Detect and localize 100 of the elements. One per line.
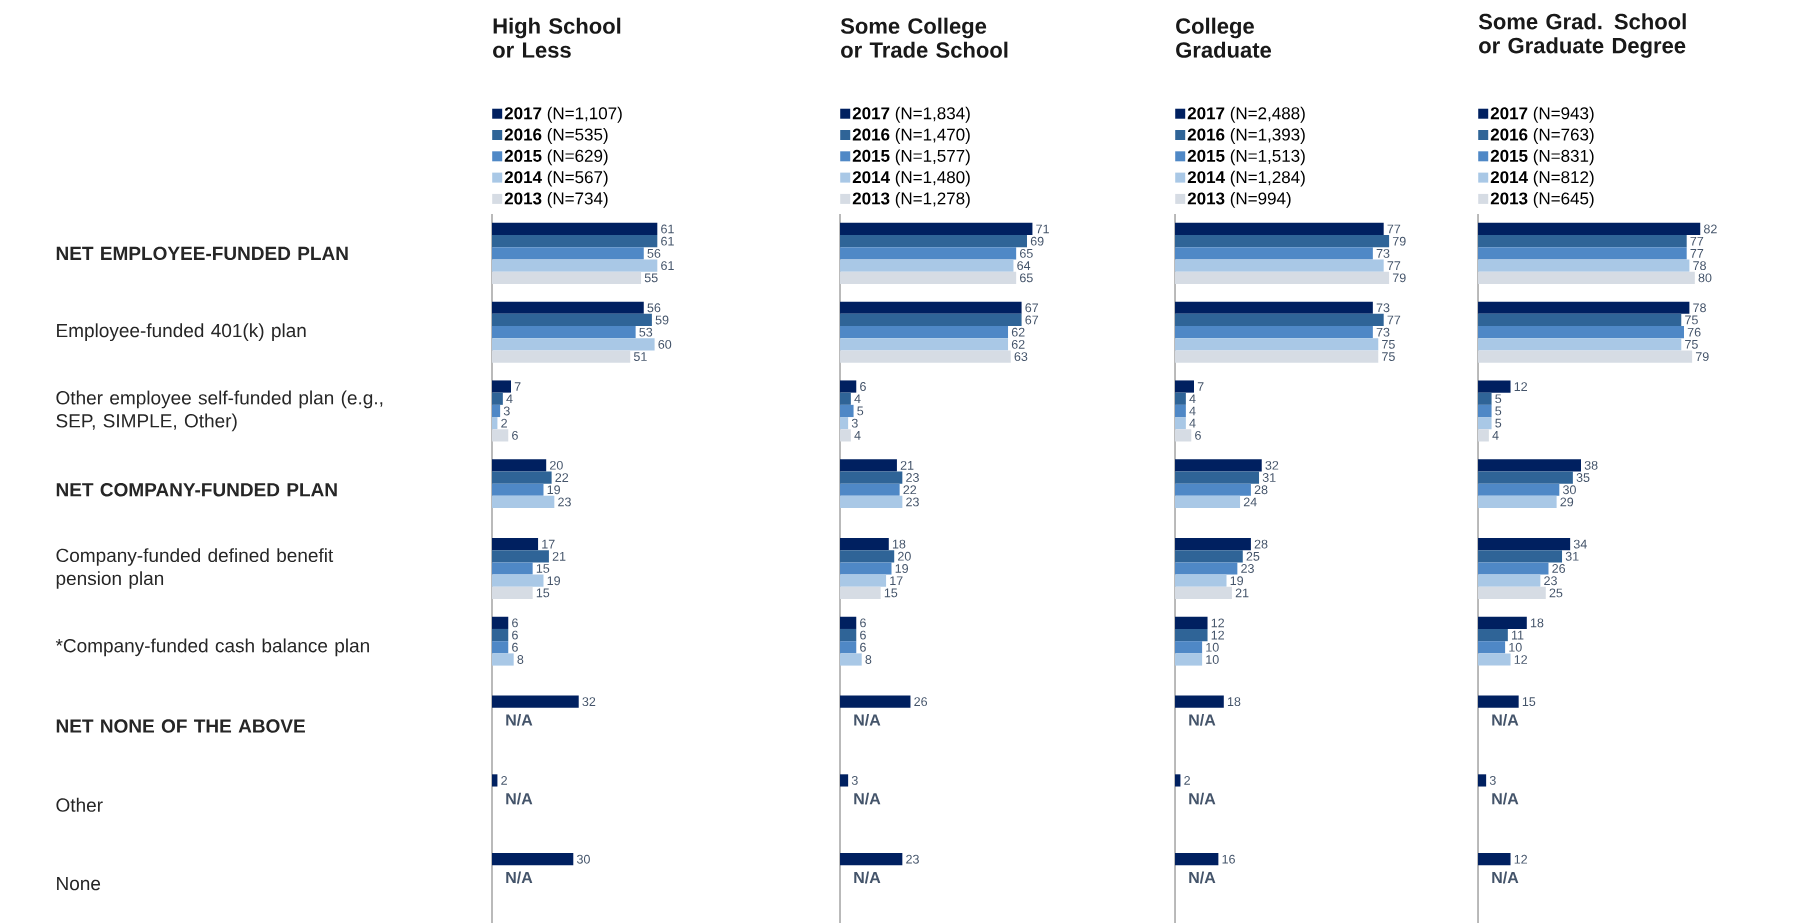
bar	[1175, 616, 1208, 629]
text: N/A	[1492, 713, 1519, 726]
data-label: 32	[582, 697, 596, 707]
data-label: 23	[1544, 576, 1557, 586]
data-label: 6	[860, 642, 866, 652]
bar	[492, 628, 509, 642]
data-label: 23	[1241, 564, 1254, 573]
bar	[1478, 537, 1571, 551]
text: N/A	[1189, 792, 1216, 805]
data-label: 75	[1382, 352, 1395, 361]
y-tick-label: Other	[56, 797, 103, 812]
bar	[840, 459, 897, 472]
bar	[1478, 235, 1687, 248]
bar	[1478, 338, 1682, 351]
bar	[492, 574, 544, 587]
data-label: 21	[1235, 588, 1249, 598]
data-label: 19	[547, 576, 560, 586]
bar	[492, 616, 509, 629]
data-label: 79	[1392, 273, 1406, 283]
data-label: 4	[1189, 406, 1196, 416]
data-label: 75	[1685, 315, 1698, 325]
bar	[1175, 259, 1384, 272]
bar	[492, 326, 636, 339]
data-label: 24	[1243, 497, 1257, 507]
data-label: 73	[1376, 303, 1390, 313]
data-label: 6	[1195, 430, 1201, 440]
bar	[492, 259, 658, 272]
data-label: 2	[501, 776, 507, 785]
data-label: 11	[1511, 630, 1524, 640]
data-label: 8	[517, 655, 524, 664]
legend-label: 2013 (N=645)	[1490, 192, 1594, 208]
data-label: 77	[1690, 236, 1704, 246]
bar	[492, 338, 655, 351]
bar	[1175, 301, 1373, 314]
legend-label: 2014 (N=812)	[1490, 170, 1594, 187]
data-label: 71	[1036, 224, 1049, 234]
data-label: 61	[661, 224, 674, 234]
data-label: 10	[1206, 655, 1219, 664]
bar	[1478, 429, 1489, 442]
bar	[1175, 247, 1373, 260]
legend-label: 2014 (N=1,284)	[1187, 170, 1305, 187]
data-label: 4	[854, 431, 861, 440]
bar	[1175, 392, 1186, 405]
legend-label: 2016 (N=1,470)	[852, 128, 970, 144]
data-label: 4	[1492, 431, 1499, 440]
data-label: 5	[1495, 406, 1502, 416]
data-label: 12	[1211, 630, 1225, 640]
bar	[1478, 471, 1573, 484]
bar	[1175, 459, 1262, 472]
data-label: 18	[1227, 697, 1241, 707]
legend-label: 2017 (N=2,488)	[1187, 106, 1305, 123]
data-label: 26	[914, 697, 928, 707]
y-tick-label: *Company-funded cash balance plan	[55, 638, 369, 657]
data-label: 21	[552, 551, 566, 561]
data-label: 28	[1254, 539, 1268, 549]
data-label: 82	[1703, 224, 1717, 234]
text: N/A	[854, 713, 881, 726]
legend-label: 2017 (N=1,107)	[504, 106, 622, 123]
data-label: 17	[890, 576, 903, 586]
bar	[1175, 471, 1260, 484]
data-label: 15	[536, 588, 550, 598]
data-label: 19	[1230, 576, 1244, 586]
data-label: 30	[1562, 485, 1576, 495]
bar	[492, 350, 631, 363]
data-label: 6	[512, 630, 518, 640]
bar	[840, 313, 1022, 327]
bar	[492, 392, 503, 405]
data-label: 6	[512, 618, 518, 628]
y-tick-label: None	[57, 876, 101, 891]
bar	[1478, 313, 1682, 327]
bar	[840, 483, 900, 496]
bar	[492, 653, 514, 666]
data-label: 23	[558, 497, 571, 507]
bar	[1478, 222, 1701, 236]
data-label: 5	[1495, 394, 1502, 404]
bar	[840, 380, 857, 393]
bar	[492, 222, 658, 236]
y-tick-label: Other employee self-funded plan (e.g., SEP, SIMPLE, Other)	[56, 390, 383, 432]
data-label: 20	[898, 551, 911, 561]
bar	[492, 483, 544, 496]
legend-label: 2015 (N=1,513)	[1187, 149, 1305, 166]
data-label: 12	[1514, 655, 1528, 664]
bar	[840, 495, 903, 509]
bar	[840, 392, 851, 405]
bar	[1478, 495, 1557, 509]
bar	[1478, 326, 1684, 339]
data-label: 65	[1020, 273, 1033, 283]
data-label: 29	[1560, 497, 1574, 507]
bar	[1175, 641, 1203, 654]
data-label: 32	[1265, 460, 1279, 470]
data-label: 78	[1693, 303, 1706, 313]
data-label: 12	[1211, 618, 1225, 628]
data-label: 5	[857, 406, 864, 416]
data-label: 5	[1495, 418, 1502, 428]
data-label: 23	[906, 497, 919, 507]
data-label: 3	[851, 775, 858, 785]
bar	[840, 259, 1014, 272]
data-label: 4	[506, 394, 513, 404]
bar	[840, 562, 892, 575]
bar	[1175, 271, 1390, 284]
